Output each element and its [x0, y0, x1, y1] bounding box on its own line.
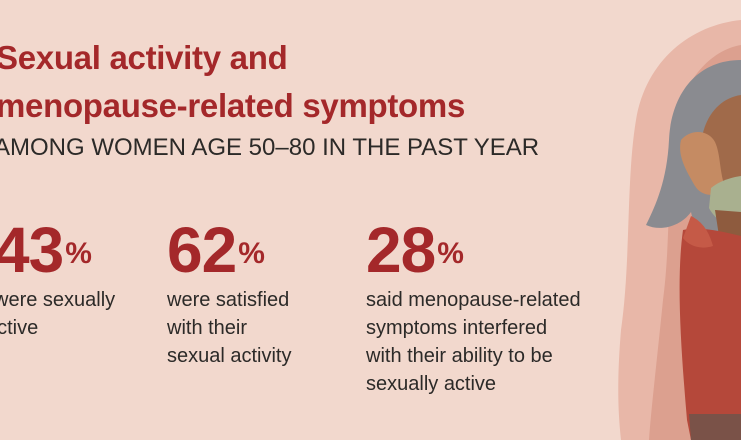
stat-description: said menopause-related symptoms interfer…: [366, 286, 581, 398]
infographic-title: Sexual activity and menopause-related sy…: [0, 34, 465, 130]
stat-description-line: sexually active: [366, 373, 497, 395]
stat-description: were sexually active: [0, 286, 115, 342]
title-line-2: menopause-related symptoms: [0, 87, 466, 124]
stat-satisfied: 62% were satisfied with their sexual act…: [167, 214, 292, 370]
stat-description-line: with their ability to be: [366, 345, 553, 367]
stat-description-line: with their: [167, 317, 248, 339]
subtitle: AMONG WOMEN AGE 50–80 IN THE PAST YEAR: [0, 134, 540, 161]
stat-number: 62%: [167, 214, 292, 286]
stat-value: 62: [167, 214, 237, 286]
stat-symptoms-interfered: 28% said menopause-related symptoms inte…: [366, 214, 581, 398]
percent-sign: %: [65, 237, 92, 270]
stat-description-line: were sexually: [0, 289, 116, 311]
stat-number: 43%: [0, 214, 115, 286]
title-line-1: Sexual activity and: [0, 39, 288, 76]
stat-value: 43: [0, 214, 64, 286]
stat-description-line: active: [0, 317, 39, 339]
woman-holding-head-illustration: [618, 20, 741, 440]
stat-description-line: said menopause-related: [366, 289, 581, 311]
percent-sign: %: [437, 237, 464, 270]
stat-number: 28%: [366, 214, 581, 286]
stat-description-line: were satisfied: [167, 289, 290, 311]
stat-description: were satisfied with their sexual activit…: [167, 286, 292, 370]
stat-sexually-active: 43% were sexually active: [0, 214, 115, 342]
stat-description-line: sexual activity: [167, 345, 292, 367]
stat-description-line: symptoms interfered: [366, 317, 548, 339]
percent-sign: %: [238, 237, 265, 270]
stat-value: 28: [366, 214, 436, 286]
